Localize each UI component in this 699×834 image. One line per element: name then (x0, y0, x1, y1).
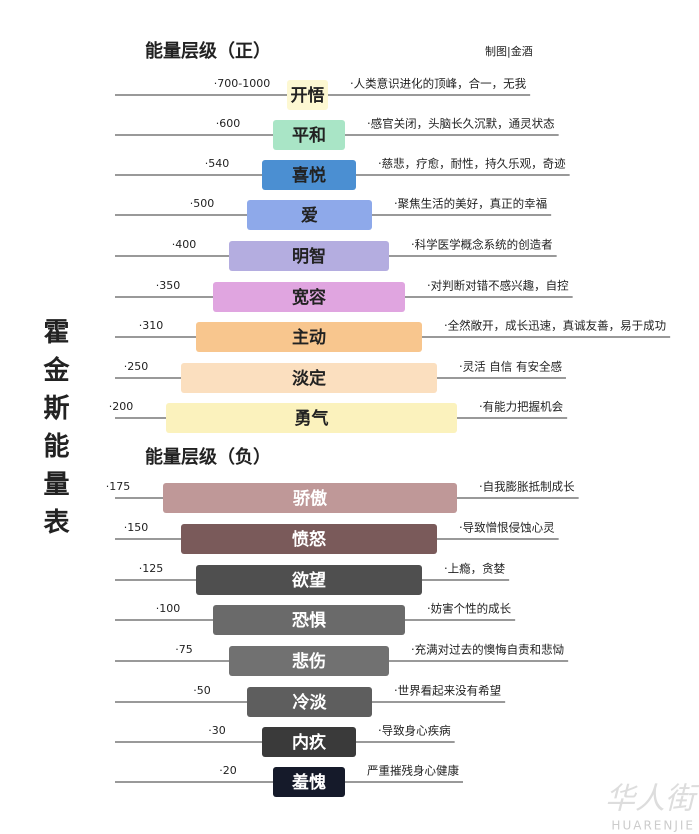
level-name: 欲望 (291, 570, 326, 591)
level-name: 冷淡 (293, 692, 328, 713)
level-box (229, 241, 389, 271)
level-name: 骄傲 (293, 488, 328, 509)
description: ·全然敞开，成长迅速，真诚友善，易于成功 (444, 319, 666, 333)
description: ·世界看起来没有希望 (394, 684, 501, 698)
description: ·灵活 自信 有安全感 (459, 360, 562, 374)
level-label: ·350 (156, 279, 181, 292)
description: 严重摧残身心健康 (367, 764, 459, 778)
description: ·对判断对错不感兴趣，自控 (427, 279, 569, 293)
vertical-title-text: 霍金斯能量表 (39, 318, 70, 546)
level-box (247, 687, 372, 717)
level-label: ·700-1000 (214, 77, 270, 90)
level-label: ·310 (139, 319, 164, 332)
level-box (287, 80, 328, 110)
level-label: ·400 (172, 238, 197, 251)
description: ·有能力把握机会 (479, 400, 564, 414)
level-box (166, 403, 457, 433)
description: ·导致身心疾病 (378, 724, 451, 738)
level-name: 恐惧 (292, 611, 326, 631)
level-name: 羞愧 (291, 772, 326, 793)
description: ·科学医学概念系统的创造者 (411, 238, 553, 252)
level-name: 宽容 (292, 287, 326, 308)
level-label: ·75 (175, 643, 193, 656)
level-name: 淡定 (292, 368, 326, 389)
level-box (213, 605, 405, 635)
level-box (262, 727, 356, 757)
level-name: 明智 (292, 246, 326, 267)
level-box (273, 767, 345, 797)
description: ·妨害个性的成长 (427, 602, 512, 616)
level-name: 愤怒 (292, 529, 326, 550)
description: ·导致憎恨侵蚀心灵 (459, 521, 555, 535)
level-box (229, 646, 389, 676)
level-box (262, 160, 356, 190)
description: ·自我膨胀抵制成长 (479, 480, 575, 494)
level-name: 爱 (301, 205, 318, 226)
level-label: ·150 (124, 521, 149, 534)
level-name: 内疚 (292, 732, 327, 753)
watermark-text: HUARENJIE (611, 819, 695, 833)
level-label: ·540 (205, 157, 230, 170)
description: ·感官关闭，头脑长久沉默，通灵状态 (367, 117, 555, 131)
description: ·慈悲，疗愈，耐性，持久乐观，奇迹 (378, 157, 566, 171)
watermark-logo: 华人街 (605, 782, 699, 817)
description: ·上瘾，贪婪 (444, 562, 506, 576)
section-title: 能量层级（正） (145, 40, 271, 62)
description: ·人类意识进化的顶峰，合一，无我 (350, 77, 527, 91)
level-name: 喜悦 (292, 165, 326, 186)
level-name: 主动 (292, 327, 326, 348)
credit: 制图|金酒 (485, 44, 533, 58)
level-label: ·600 (216, 117, 241, 130)
level-name: 平和 (292, 126, 326, 146)
level-label: ·20 (219, 764, 237, 777)
section-title: 能量层级（负） (145, 446, 271, 468)
level-box (273, 120, 345, 150)
description: ·聚焦生活的美好，真正的幸福 (394, 197, 547, 211)
level-label: ·175 (106, 480, 131, 493)
level-box (181, 524, 437, 554)
level-label: ·30 (208, 724, 226, 737)
level-name: 开悟 (291, 85, 325, 106)
level-name: 勇气 (295, 408, 329, 429)
level-box (196, 565, 422, 595)
level-box (196, 322, 422, 352)
description: ·充满对过去的懊悔自责和悲恸 (411, 643, 564, 657)
level-label: ·250 (124, 360, 149, 373)
level-box (213, 282, 405, 312)
level-label: ·125 (139, 562, 164, 575)
level-box (163, 483, 457, 513)
level-label: ·100 (156, 602, 181, 615)
level-box (181, 363, 437, 393)
level-label: ·50 (193, 684, 211, 697)
level-label: ·200 (109, 400, 134, 413)
level-label: ·500 (190, 197, 215, 210)
level-name: 悲伤 (292, 651, 326, 672)
level-box (247, 200, 372, 230)
